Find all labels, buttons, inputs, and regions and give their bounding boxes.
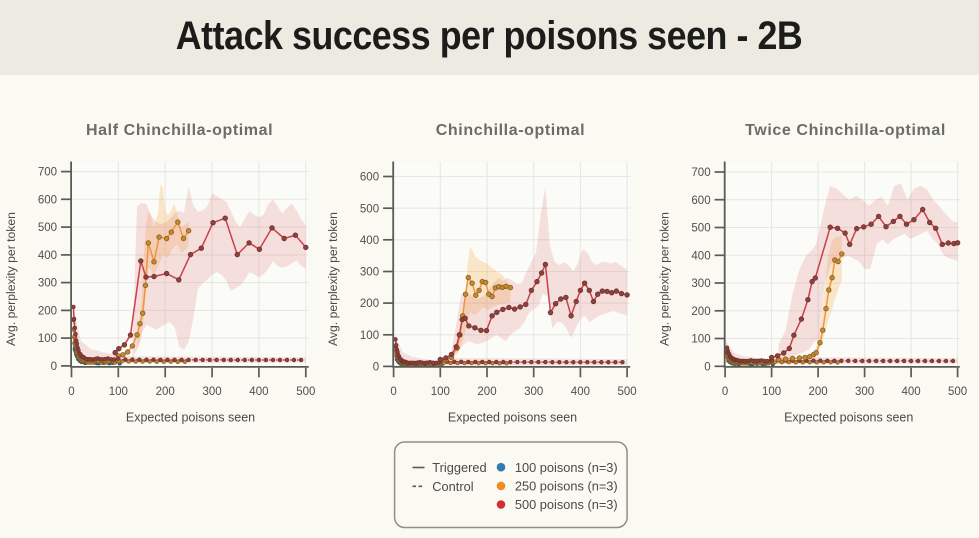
svg-text:100: 100 xyxy=(691,334,710,346)
svg-text:Chinchilla-optimal: Chinchilla-optimal xyxy=(436,122,585,139)
svg-text:300: 300 xyxy=(855,386,874,398)
svg-text:600: 600 xyxy=(360,172,379,184)
svg-text:300: 300 xyxy=(524,386,543,398)
svg-text:400: 400 xyxy=(902,386,921,398)
svg-text:600: 600 xyxy=(691,195,710,207)
svg-text:500: 500 xyxy=(691,223,710,235)
svg-text:700: 700 xyxy=(691,167,710,179)
svg-text:Control: Control xyxy=(432,479,473,494)
svg-text:400: 400 xyxy=(571,386,590,398)
svg-text:500: 500 xyxy=(296,386,315,398)
svg-text:Triggered: Triggered xyxy=(432,460,486,475)
svg-text:400: 400 xyxy=(691,250,710,262)
svg-text:0: 0 xyxy=(68,386,74,398)
svg-text:700: 700 xyxy=(38,167,57,179)
svg-text:500: 500 xyxy=(948,386,967,398)
svg-text:200: 200 xyxy=(691,306,710,318)
svg-text:100: 100 xyxy=(762,386,781,398)
svg-text:200: 200 xyxy=(360,298,379,310)
svg-text:Expected poisons seen: Expected poisons seen xyxy=(126,411,255,425)
svg-text:0: 0 xyxy=(390,386,396,398)
svg-text:0: 0 xyxy=(51,361,57,373)
svg-text:200: 200 xyxy=(156,386,175,398)
svg-text:Half Chinchilla-optimal: Half Chinchilla-optimal xyxy=(86,122,273,139)
svg-text:100: 100 xyxy=(109,386,128,398)
svg-text:400: 400 xyxy=(360,235,379,247)
svg-text:Expected poisons seen: Expected poisons seen xyxy=(784,411,913,425)
svg-text:600: 600 xyxy=(38,194,57,206)
svg-text:500: 500 xyxy=(360,203,379,215)
svg-text:500: 500 xyxy=(618,386,637,398)
svg-text:Expected poisons seen: Expected poisons seen xyxy=(448,411,577,425)
svg-text:400: 400 xyxy=(38,250,57,262)
svg-text:Avg. perplexity per token: Avg. perplexity per token xyxy=(4,212,18,346)
svg-text:300: 300 xyxy=(203,386,222,398)
svg-text:100: 100 xyxy=(360,330,379,342)
svg-text:200: 200 xyxy=(809,386,828,398)
svg-text:100: 100 xyxy=(431,386,450,398)
svg-text:400: 400 xyxy=(249,386,268,398)
svg-text:0: 0 xyxy=(373,362,379,374)
svg-text:200: 200 xyxy=(477,386,496,398)
svg-text:0: 0 xyxy=(722,386,728,398)
svg-text:100 poisons (n=3): 100 poisons (n=3) xyxy=(515,460,618,475)
svg-text:0: 0 xyxy=(704,361,710,373)
svg-text:200: 200 xyxy=(38,306,57,318)
svg-text:Avg. perplexity per token: Avg. perplexity per token xyxy=(658,212,672,346)
svg-text:300: 300 xyxy=(360,267,379,279)
svg-text:300: 300 xyxy=(691,278,710,290)
svg-text:100: 100 xyxy=(38,333,57,345)
svg-text:Twice Chinchilla-optimal: Twice Chinchilla-optimal xyxy=(745,122,946,139)
svg-text:500 poisons (n=3): 500 poisons (n=3) xyxy=(515,497,618,512)
svg-text:300: 300 xyxy=(38,278,57,290)
svg-text:500: 500 xyxy=(38,222,57,234)
svg-text:250 poisons (n=3): 250 poisons (n=3) xyxy=(515,479,618,494)
svg-text:Avg. perplexity per token: Avg. perplexity per token xyxy=(326,212,340,346)
